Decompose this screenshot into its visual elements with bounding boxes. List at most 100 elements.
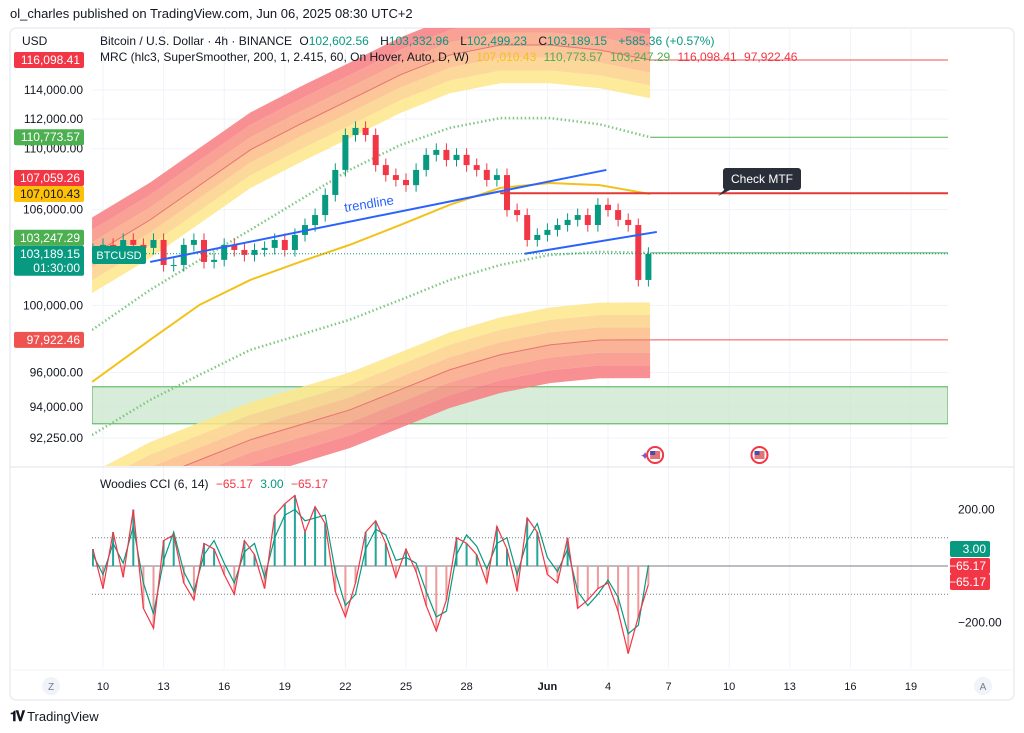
cci-histogram-bar (637, 566, 640, 617)
time-axis-left-button[interactable] (42, 677, 60, 695)
upper-band (92, 57, 651, 281)
footer-brand[interactable]: 𝟏𝐕 TradingView (10, 708, 99, 725)
time-tick-label: 13 (157, 681, 169, 693)
candle (605, 204, 611, 211)
sparkle-icon[interactable]: ✦ (640, 449, 650, 463)
upper-band (92, 70, 651, 294)
mrc-r2-value: 116,098.41 (677, 50, 737, 64)
upper-band (92, 32, 651, 255)
mrc-s2-value: 97,922.46 (744, 50, 798, 64)
cci-marker-box (950, 541, 990, 557)
cci-histogram-bar (394, 566, 397, 578)
candle (625, 219, 632, 226)
trendline (524, 230, 657, 255)
candle (453, 154, 460, 160)
cci-histogram-bar (647, 566, 650, 585)
candle (150, 239, 157, 248)
time-tick-label: 4 (605, 681, 611, 693)
brand-name: TradingView (27, 709, 99, 724)
trendline (149, 168, 607, 263)
cci-histogram-bar (495, 526, 498, 566)
candle (544, 229, 551, 235)
price-marker-label: 97,922.46 (27, 333, 81, 347)
price-marker-box (14, 186, 84, 203)
time-axis-right-button[interactable] (974, 677, 992, 695)
price-marker-label: 103,189.15 (20, 247, 80, 261)
cci-histogram-bar (384, 543, 387, 566)
open-value: 102,602.56 (308, 34, 369, 48)
cci-histogram-bar (415, 566, 418, 572)
time-tick-label: 10 (97, 681, 109, 693)
candle (564, 219, 571, 226)
price-pane[interactable] (90, 8, 948, 549)
cci-histogram-bar (546, 566, 549, 575)
cci-histogram-bar (485, 566, 488, 583)
price-marker-box (14, 52, 84, 69)
candle (362, 127, 369, 136)
cci-histogram-bar (172, 534, 175, 566)
candle (392, 175, 399, 180)
cci-histogram-bar (596, 566, 599, 589)
candle (372, 135, 379, 166)
candle (322, 194, 329, 216)
time-axis-right-label: A (980, 682, 987, 693)
cci-histogram-bar (435, 566, 438, 631)
cci-histogram-bar (506, 549, 508, 566)
cci-histogram-bar (475, 554, 478, 566)
time-tick-label: 28 (460, 681, 472, 693)
candle (554, 225, 561, 230)
low-label: L (460, 34, 467, 48)
time-tick-label: 19 (279, 681, 291, 693)
lower-band-line (182, 339, 651, 466)
indicator-legend[interactable]: MRC (hlc3, SuperSmoother, 200, 1, 2.415,… (100, 50, 801, 64)
cci-histogram-bar (607, 566, 609, 583)
cci-histogram-bar (122, 566, 125, 578)
cci-histogram-bar (253, 554, 256, 566)
cci-histogram-bar (374, 520, 377, 566)
price-marker-countdown: 01:30:00 (33, 261, 80, 275)
candle (352, 127, 359, 136)
check-mtf-callout[interactable]: Check MTF (723, 168, 801, 190)
lower-band (216, 352, 651, 466)
time-tick-label: 16 (844, 681, 856, 693)
price-marker-box (14, 129, 84, 146)
cci-histogram-bar (425, 566, 428, 606)
candle (493, 175, 500, 180)
candle (170, 264, 177, 266)
cci-histogram-bar (445, 566, 448, 600)
cci-histogram-bar (344, 566, 347, 617)
cci-histogram-bar (293, 495, 296, 566)
candle (332, 169, 339, 195)
candle (514, 210, 521, 216)
candle (120, 239, 127, 250)
price-marker-box (14, 331, 84, 348)
cci-pane[interactable] (92, 494, 948, 654)
price-tick-label: 96,000.00 (30, 366, 84, 380)
cci-histogram-bar (536, 532, 539, 566)
candle (443, 149, 450, 160)
cci-legend[interactable]: Woodies CCI (6, 14) −65.17 3.00 −65.17 (100, 477, 332, 491)
cci-histogram-bar (556, 566, 559, 583)
price-tick-label: 94,000.00 (30, 400, 84, 414)
cci-histogram-bar (273, 515, 276, 566)
price-tick-label: 92,250.00 (30, 431, 84, 445)
turbo-cci-line (92, 508, 649, 635)
currency-label[interactable]: USD (12, 31, 88, 51)
candle (483, 169, 490, 180)
candle (281, 239, 288, 250)
candle (534, 234, 541, 240)
cci-histogram-bar (455, 537, 458, 566)
cci-line (92, 494, 649, 654)
candle (342, 135, 349, 170)
check-mtf-pointer (718, 188, 734, 196)
price-marker-label: 110,773.57 (21, 130, 80, 144)
cci-marker-label: 3.00 (963, 542, 987, 556)
cci-marker-box (950, 574, 990, 590)
candle (413, 169, 420, 186)
cci-marker-box (950, 558, 990, 574)
candle (403, 179, 409, 186)
low-value: 102,499.23 (466, 34, 527, 48)
symbol-legend[interactable]: Bitcoin / U.S. Dollar · 4h · BINANCE O10… (100, 34, 718, 48)
price-marker-box (14, 229, 84, 246)
